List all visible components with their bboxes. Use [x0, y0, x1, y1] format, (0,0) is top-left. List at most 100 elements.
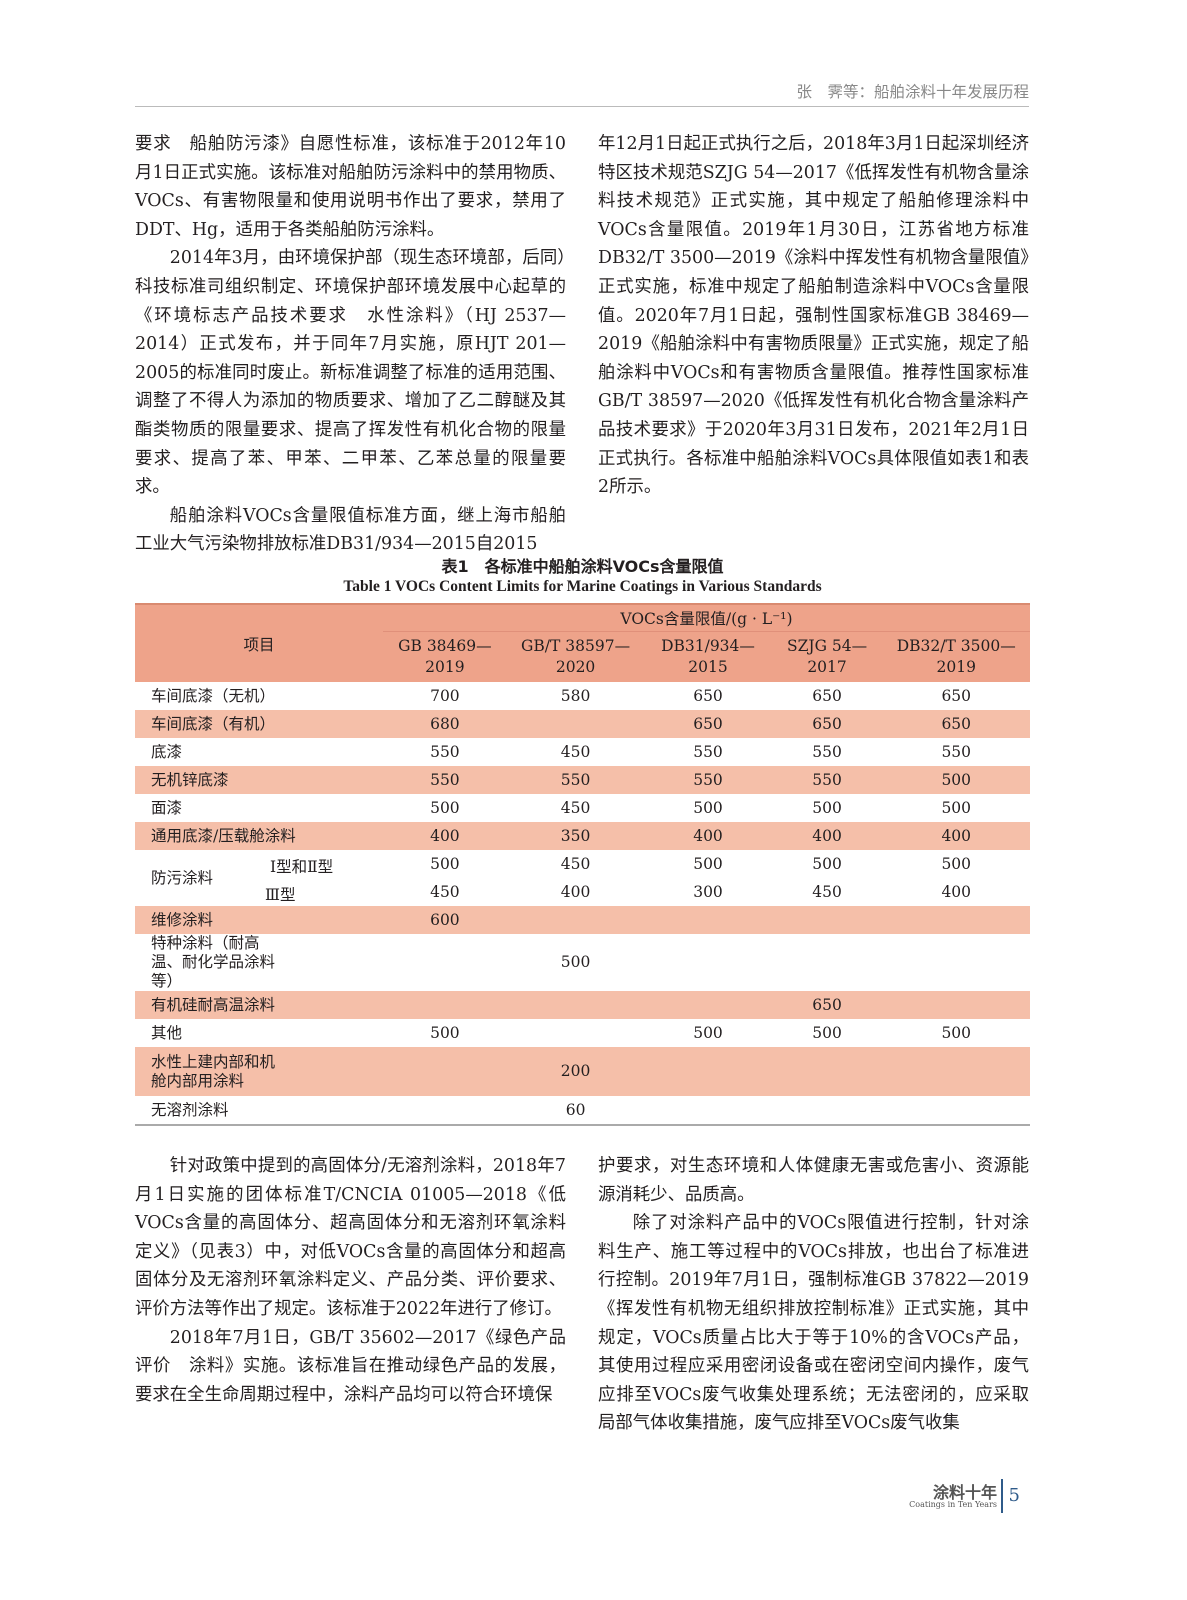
value-cell — [383, 934, 507, 991]
table-row: 车间底漆（无机） 700 580 650 650 650 — [135, 682, 1030, 710]
value-cell — [882, 1047, 1030, 1096]
table-row: 面漆 500 450 500 500 500 — [135, 794, 1030, 822]
value-cell — [383, 1096, 507, 1125]
table-row: 其他 500 500 500 500 — [135, 1019, 1030, 1047]
value-cell — [772, 1096, 883, 1125]
value-cell: 450 — [560, 798, 591, 817]
value-cell: 200 — [560, 1062, 591, 1080]
value-cell — [507, 991, 645, 1019]
table-row: 车间底漆（有机） 680 650 650 650 — [135, 710, 1030, 738]
table-caption-en: Table 1 VOCs Content Limits for Marine C… — [343, 578, 822, 595]
paragraph: 船舶涂料VOCs含量限值标准方面，继上海市船舶工业大气污染物排放标准DB31/9… — [135, 505, 566, 555]
page-footer: 涂料十年 Coatings in Ten Years 5 — [900, 1475, 1030, 1515]
paragraph: 2014年3月，由环境保护部（现生态环境部，后同）科技标准司组织制定、环境保护部… — [135, 248, 566, 498]
voc-limits-table: 项目 VOCs含量限值/(g · L⁻¹) GB 38469—2019 GB/T … — [135, 603, 1030, 1126]
row-item: 车间底漆（无机） — [151, 686, 276, 705]
value-cell: 500 — [941, 854, 972, 873]
value-cell: 680 — [430, 714, 460, 733]
row-item: 特种涂料（耐高温、耐化学品涂料等） — [151, 934, 276, 990]
value-cell: 650 — [693, 714, 723, 733]
value-cell: 500 — [812, 798, 842, 817]
value-cell: 500 — [560, 953, 591, 971]
row-subtype: Ⅰ型和Ⅱ型 — [270, 857, 334, 876]
row-item: 底漆 — [151, 742, 183, 761]
value-cell: 450 — [812, 882, 842, 901]
paragraph: 年12月1日起正式执行之后，2018年3月1日起深圳经济特区技术规范SZJG 5… — [598, 134, 1029, 498]
value-cell: 350 — [560, 826, 591, 845]
row-item: 面漆 — [151, 798, 183, 817]
value-cell — [644, 934, 771, 991]
value-cell: 550 — [941, 742, 972, 761]
value-cell: 400 — [941, 826, 972, 845]
table-row: 无机锌底漆 550 550 550 550 500 — [135, 766, 1030, 794]
value-cell — [772, 906, 883, 934]
paragraph: 针对政策中提到的高固体分/无溶剂涂料，2018年7月1日实施的团体标准T/CNC… — [135, 1156, 566, 1319]
value-cell — [882, 934, 1030, 991]
table-row: 通用底漆/压载舱涂料 400 350 400 400 400 — [135, 822, 1030, 850]
paragraph: 护要求，对生态环境和人体健康无害或危害小、资源能源消耗少、品质高。 — [598, 1156, 1029, 1205]
value-cell: 580 — [560, 686, 591, 705]
value-cell: 650 — [812, 686, 842, 705]
group-header: VOCs含量限值/(g · L⁻¹) — [383, 604, 1030, 632]
footer-divider — [1001, 1479, 1003, 1513]
table-row: 特种涂料（耐高温、耐化学品涂料等） 500 — [135, 934, 1030, 991]
column-header: GB 38469—2019 — [398, 637, 492, 676]
value-cell — [644, 906, 771, 934]
value-cell: 500 — [430, 1023, 460, 1042]
value-cell: 650 — [812, 995, 842, 1014]
value-cell — [644, 991, 771, 1019]
value-cell: 450 — [560, 854, 591, 873]
bottom-right-column: 护要求，对生态环境和人体健康无害或危害小、资源能源消耗少、品质高。 除了对涂料产… — [598, 1152, 1029, 1438]
value-cell: 500 — [941, 798, 972, 817]
value-cell: 450 — [430, 882, 460, 901]
value-cell: 500 — [812, 1023, 842, 1042]
value-cell: 450 — [560, 742, 591, 761]
row-item: 水性上建内部和机舱内部用涂料 — [151, 1052, 276, 1090]
value-cell — [882, 906, 1030, 934]
value-cell: 500 — [693, 1023, 723, 1042]
value-cell: 500 — [941, 770, 972, 789]
bottom-left-column: 针对政策中提到的高固体分/无溶剂涂料，2018年7月1日实施的团体标准T/CNC… — [135, 1152, 566, 1409]
table-row: 维修涂料 600 — [135, 906, 1030, 934]
row-item: 无机锌底漆 — [151, 770, 229, 789]
row-item: 无溶剂涂料 — [151, 1100, 229, 1119]
value-cell: 500 — [430, 854, 460, 873]
row-item: 防污涂料 — [135, 850, 383, 906]
value-cell: 550 — [693, 770, 723, 789]
value-cell: 500 — [693, 798, 723, 817]
paragraph: 2018年7月1日，GB/T 35602—2017《绿色产品评价 涂料》实施。该… — [135, 1327, 566, 1405]
paragraph: 要求 船舶防污漆》自愿性标准，该标准于2012年10月1日正式实施。该标准对船舶… — [135, 134, 566, 240]
table-row: 有机硅耐高温涂料 650 — [135, 991, 1030, 1019]
value-cell: 550 — [430, 770, 460, 789]
journal-name: 涂料十年 — [932, 1483, 997, 1502]
row-item: 车间底漆（有机） — [151, 714, 276, 733]
value-cell — [644, 1096, 771, 1125]
row-item: 通用底漆/压载舱涂料 — [151, 826, 296, 845]
column-header: DB31/934—2015 — [661, 637, 755, 676]
value-cell — [383, 991, 507, 1019]
value-cell: 650 — [941, 714, 972, 733]
table-row: 450 400 300 450 400 — [135, 878, 1030, 906]
value-cell: 550 — [812, 770, 842, 789]
value-cell: 500 — [430, 798, 460, 817]
value-cell — [383, 1047, 507, 1096]
value-cell: 60 — [565, 1100, 586, 1119]
column-header: GB/T 38597—2020 — [521, 637, 631, 676]
value-cell: 400 — [812, 826, 842, 845]
value-cell: 500 — [693, 854, 723, 873]
top-left-column: 要求 船舶防污漆》自愿性标准，该标准于2012年10月1日正式实施。该标准对船舶… — [135, 130, 566, 559]
value-cell: 500 — [941, 1023, 972, 1042]
value-cell: 550 — [812, 742, 842, 761]
value-cell: 400 — [430, 826, 460, 845]
paragraph: 除了对涂料产品中的VOCs限值进行控制，针对涂料生产、施工等过程中的VOCs排放… — [598, 1213, 1029, 1434]
column-header: DB32/T 3500—2019 — [896, 637, 1016, 676]
value-cell — [772, 934, 883, 991]
table-row: 无溶剂涂料 60 — [135, 1096, 1030, 1125]
value-cell — [772, 1047, 883, 1096]
value-cell — [882, 1096, 1030, 1125]
value-cell: 550 — [430, 742, 460, 761]
value-cell: 700 — [430, 686, 460, 705]
row-item: 其他 — [151, 1023, 183, 1042]
row-subtype: Ⅲ型 — [265, 885, 296, 904]
value-cell — [882, 991, 1030, 1019]
